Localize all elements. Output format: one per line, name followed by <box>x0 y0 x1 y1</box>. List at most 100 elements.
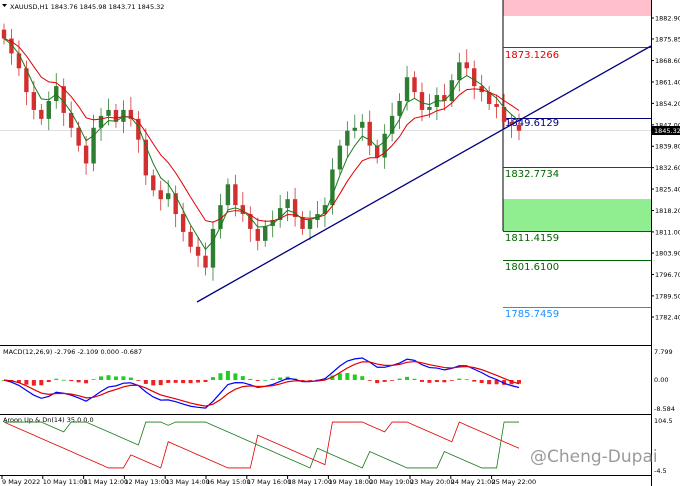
pink-zone <box>503 0 651 16</box>
candle-body <box>255 228 260 241</box>
candle-body <box>158 190 163 200</box>
candle-body <box>240 205 246 215</box>
dropdown-arrow-icon[interactable] <box>2 4 7 7</box>
macd-bar <box>255 380 260 381</box>
macd-histogram <box>2 370 521 386</box>
candle-body <box>494 103 499 107</box>
macd-bar <box>412 378 417 380</box>
candle-body <box>173 193 178 215</box>
candle-body <box>464 62 469 69</box>
trendline[interactable] <box>196 45 652 303</box>
candle-body <box>46 101 51 119</box>
macd-bar <box>464 379 469 381</box>
ma-slow-line <box>3 38 520 223</box>
level-label-6: 1785.7459 <box>505 309 559 320</box>
candle-body <box>352 127 357 131</box>
macd-bar <box>16 380 21 383</box>
time-tick-label: 19 May 18:00 <box>328 478 373 486</box>
time-tick-label: 25 May 22:00 <box>492 478 537 486</box>
macd-bar <box>91 379 96 381</box>
candle-body <box>225 184 231 206</box>
macd-bar <box>330 375 335 380</box>
macd-bar <box>337 373 342 380</box>
time-tick-label: 23 May 20:00 <box>410 478 455 486</box>
macd-bar <box>99 376 104 380</box>
macd-bar <box>442 380 447 383</box>
macd-bar <box>390 380 395 381</box>
green-zone <box>503 199 651 231</box>
candle-body <box>486 92 492 104</box>
price-tick-label: 1782.40 <box>655 314 680 322</box>
macd-bar <box>434 380 439 383</box>
macd-bar <box>240 376 245 380</box>
price-tick-label: 1882.90 <box>655 15 680 23</box>
candle-body <box>83 145 89 164</box>
candle-body <box>91 127 96 164</box>
price-tick-label: 1868.60 <box>655 57 680 65</box>
candle-body <box>419 92 425 110</box>
macd-bar <box>494 380 499 385</box>
candle-body <box>188 231 193 247</box>
macd-bar <box>54 378 59 380</box>
candle-body <box>113 109 119 122</box>
candle-body <box>61 86 66 113</box>
candle-body <box>248 214 253 229</box>
price-tick-label: 1796.70 <box>655 271 680 279</box>
macd-bar <box>487 380 492 385</box>
candle-body <box>9 38 14 54</box>
time-tick-label: 16 May 15:00 <box>206 478 251 486</box>
macd-bar <box>427 380 432 383</box>
candle-body <box>121 109 126 122</box>
macd-bar <box>143 380 148 384</box>
candle-body <box>195 246 201 256</box>
candle-body <box>382 133 387 158</box>
candle-body <box>166 193 171 200</box>
candle-body <box>151 175 156 191</box>
macd-bar <box>502 380 507 385</box>
aroon-tick-top: 104.5 <box>654 417 673 425</box>
candle-body <box>233 184 238 206</box>
macd-bar <box>128 377 133 380</box>
candles-layer <box>1 23 522 281</box>
candle-body <box>143 139 149 176</box>
level-label-3: 1832.7734 <box>505 169 559 180</box>
candle-body <box>367 121 372 146</box>
candle-body <box>457 62 462 81</box>
candle-body <box>218 205 223 229</box>
price-axis: 1882.90 1875.85 1868.60 1861.40 1854.20 1847.… <box>651 15 680 322</box>
candle-body <box>442 95 447 102</box>
time-tick-label: 12 May 13:00 <box>124 478 169 486</box>
price-tick-label: 1803.90 <box>655 250 680 258</box>
macd-bar <box>382 380 387 382</box>
macd-bar <box>24 380 29 385</box>
aroon-up-line <box>3 421 520 469</box>
candle-body <box>68 112 74 128</box>
macd-bar <box>46 380 51 383</box>
candle-body <box>210 228 216 268</box>
candle-body <box>397 101 402 116</box>
macd-tick-bottom: -8.584 <box>654 405 675 413</box>
macd-bar <box>181 380 186 384</box>
macd-bar <box>218 373 223 380</box>
macd-bar <box>397 378 402 380</box>
candle-body <box>76 127 81 146</box>
current-price-label: 1845.32 <box>654 127 680 135</box>
macd-bar <box>479 380 484 384</box>
candle-body <box>307 220 313 229</box>
price-tick-label: 1811.00 <box>655 228 680 236</box>
time-tick-label: 10 May 11:00 <box>43 478 88 486</box>
aroon-down-line <box>4 421 519 469</box>
candle-body <box>263 225 268 241</box>
time-tick-label: 24 May 21:00 <box>451 478 496 486</box>
candle-body <box>427 106 432 110</box>
candle-body <box>270 220 275 226</box>
candle-body <box>203 255 208 268</box>
macd-bar <box>31 380 36 386</box>
macd-bar <box>360 376 365 380</box>
time-tick-label: 9 May 2022 <box>2 478 40 486</box>
macd-bar <box>300 380 305 381</box>
macd-bar <box>76 380 81 383</box>
macd-bar <box>308 380 313 381</box>
candle-body <box>374 145 380 158</box>
